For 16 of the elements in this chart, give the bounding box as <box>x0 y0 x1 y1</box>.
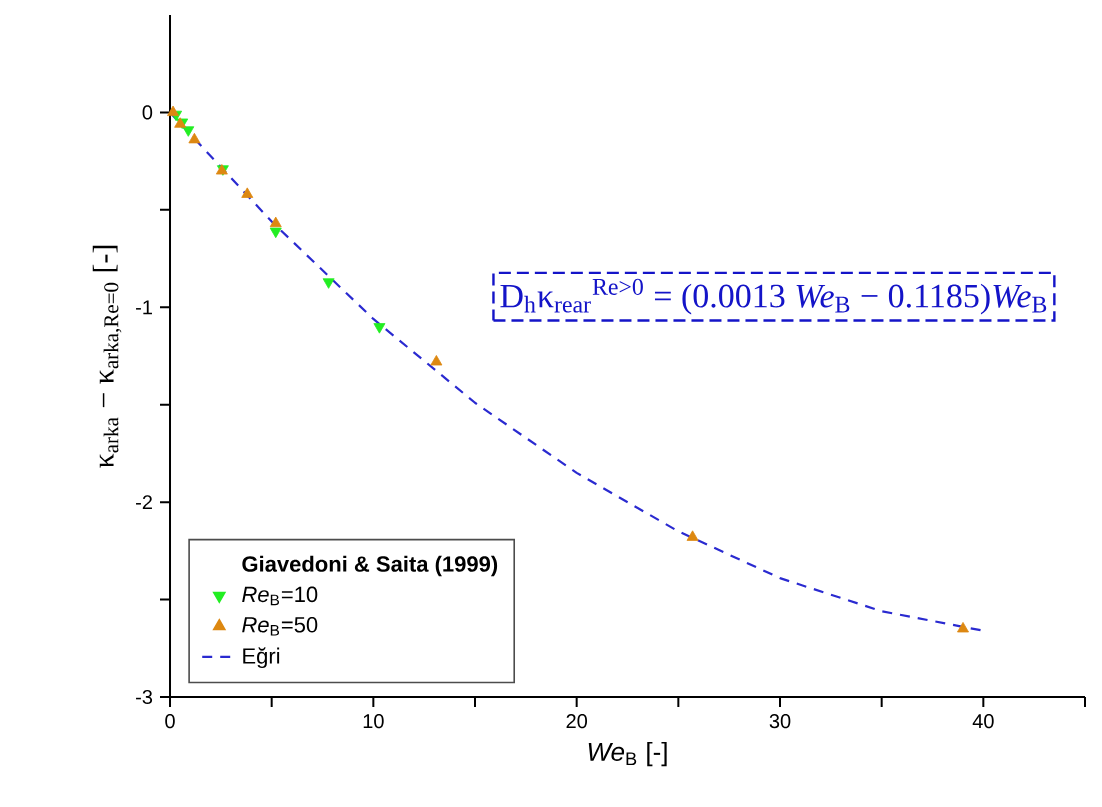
y-axis-title: κ$_{arka}$ − κ$_{arka,Re=0}$ [-] <box>92 245 122 468</box>
x-tick-label: 0 <box>165 714 175 729</box>
x-tick-label: 30 <box>769 714 791 729</box>
legend-label: Eğri <box>243 647 280 669</box>
legend-title: Giavedoni & Saita (1999) <box>242 555 498 577</box>
y-tick-label: -2 <box>136 495 152 510</box>
legend-label: Re$_{B}$=50 <box>242 616 318 636</box>
x-tick-label: 20 <box>566 714 588 729</box>
x-tick-label: 10 <box>363 714 384 729</box>
y-tick-label: 0 <box>142 105 153 120</box>
x-tick-label: 40 <box>972 714 994 729</box>
text: D$_{h}$κ$_{rear}$$^{Re>0}$ = (0.0013 We$_{B}$ − 0.1185)We$_{B}$ <box>500 278 1047 315</box>
legend-label: Re$_{B}$=10 <box>242 586 318 606</box>
x-axis-title: We$_{B}$ [-] <box>588 741 667 767</box>
y-tick-label: -3 <box>136 689 153 705</box>
y-tick-label: -1 <box>136 300 152 315</box>
